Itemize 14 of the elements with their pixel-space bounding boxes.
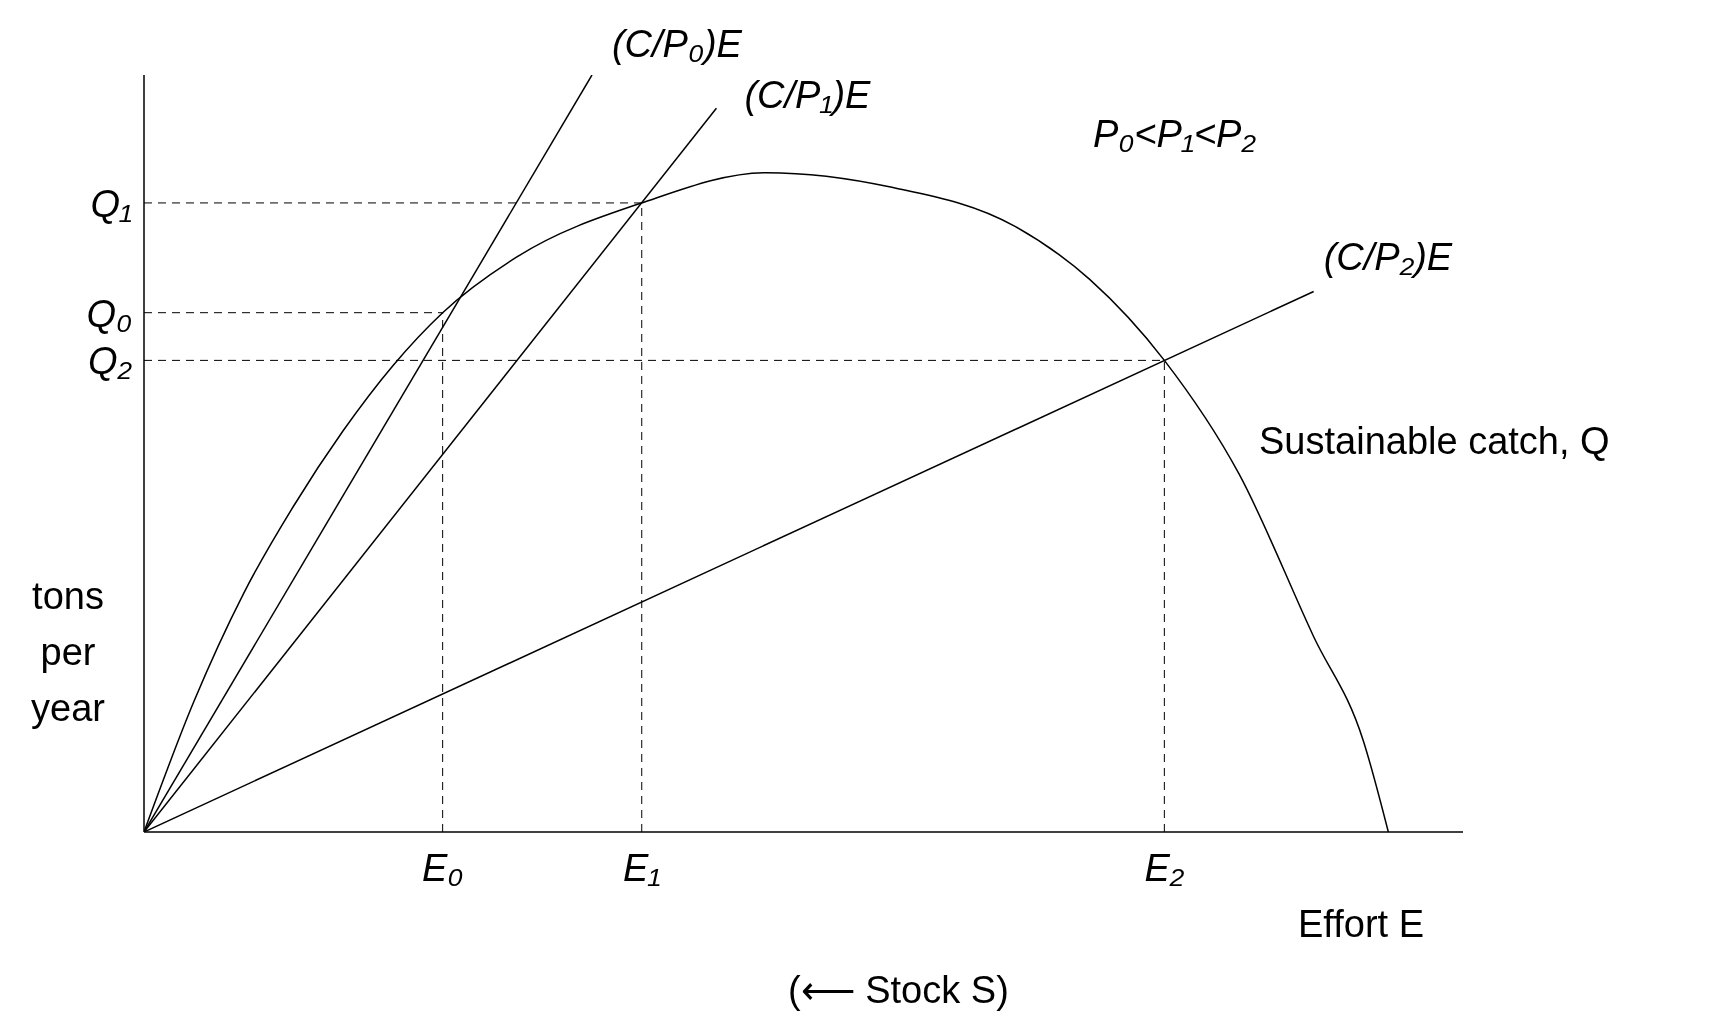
x-tick-label: E₂ — [1144, 846, 1185, 889]
ref-line-label: Q₀ — [86, 292, 132, 335]
x-tick-label: E₁ — [623, 846, 661, 889]
x-tick-label: E₀ — [421, 846, 464, 889]
y-axis-title: tons per year — [30, 574, 106, 731]
annotation: P₀<P₁<P₂ — [1093, 113, 1256, 156]
x-axis-title: Effort E — [1298, 903, 1425, 946]
series-label: Sustainable catch, Q — [1259, 419, 1610, 462]
ref-line-label: Q₁ — [90, 182, 133, 225]
series-label: (C/P₀)E — [611, 23, 743, 65]
ref-line-label: Q₂ — [87, 340, 133, 383]
series-label: (C/P₁)E — [744, 74, 872, 117]
series-label: (C/P₂)E — [1323, 235, 1453, 278]
text: (⟵ Stock S) — [788, 968, 1009, 1012]
